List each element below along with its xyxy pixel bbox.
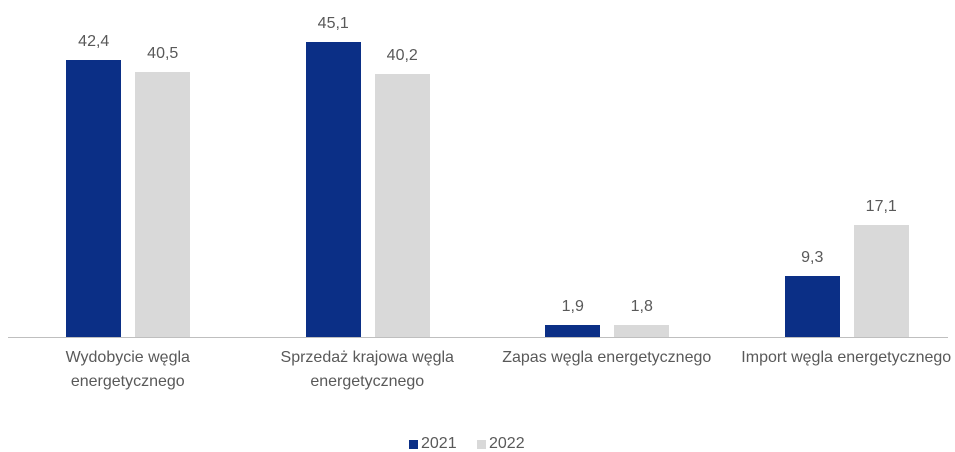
value-label: 40,2 — [386, 47, 418, 65]
value-label: 17,1 — [865, 198, 897, 216]
x-tick-label: Sprzedaż krajowa węgla energetycznego — [280, 349, 454, 390]
value-label: 1,9 — [561, 297, 584, 315]
bar — [374, 74, 430, 337]
legend-item: 2021 — [409, 435, 457, 452]
bar — [614, 325, 670, 337]
value-label: 9,3 — [801, 249, 824, 267]
bar — [305, 42, 361, 337]
x-tick-label: Wydobycie węgla energetycznego — [65, 349, 190, 390]
value-label: 45,1 — [317, 15, 349, 33]
value-label: 42,4 — [78, 32, 110, 50]
x-tick-label: Import węgla energetycznego — [741, 349, 952, 366]
baseline — [8, 337, 948, 338]
legend-item: 2022 — [477, 435, 525, 452]
bar — [545, 324, 601, 337]
legend-label: 2021 — [421, 435, 457, 452]
legend-swatch — [409, 439, 418, 449]
legend-label: 2022 — [489, 435, 525, 452]
legend-swatch — [477, 439, 486, 449]
bar — [784, 276, 840, 337]
x-tick-label: Zapas węgla energetycznego — [502, 349, 712, 366]
value-label: 1,8 — [630, 298, 653, 316]
bar — [66, 59, 122, 337]
bar — [853, 225, 909, 337]
value-label: 40,5 — [147, 45, 179, 63]
bar — [135, 72, 191, 337]
